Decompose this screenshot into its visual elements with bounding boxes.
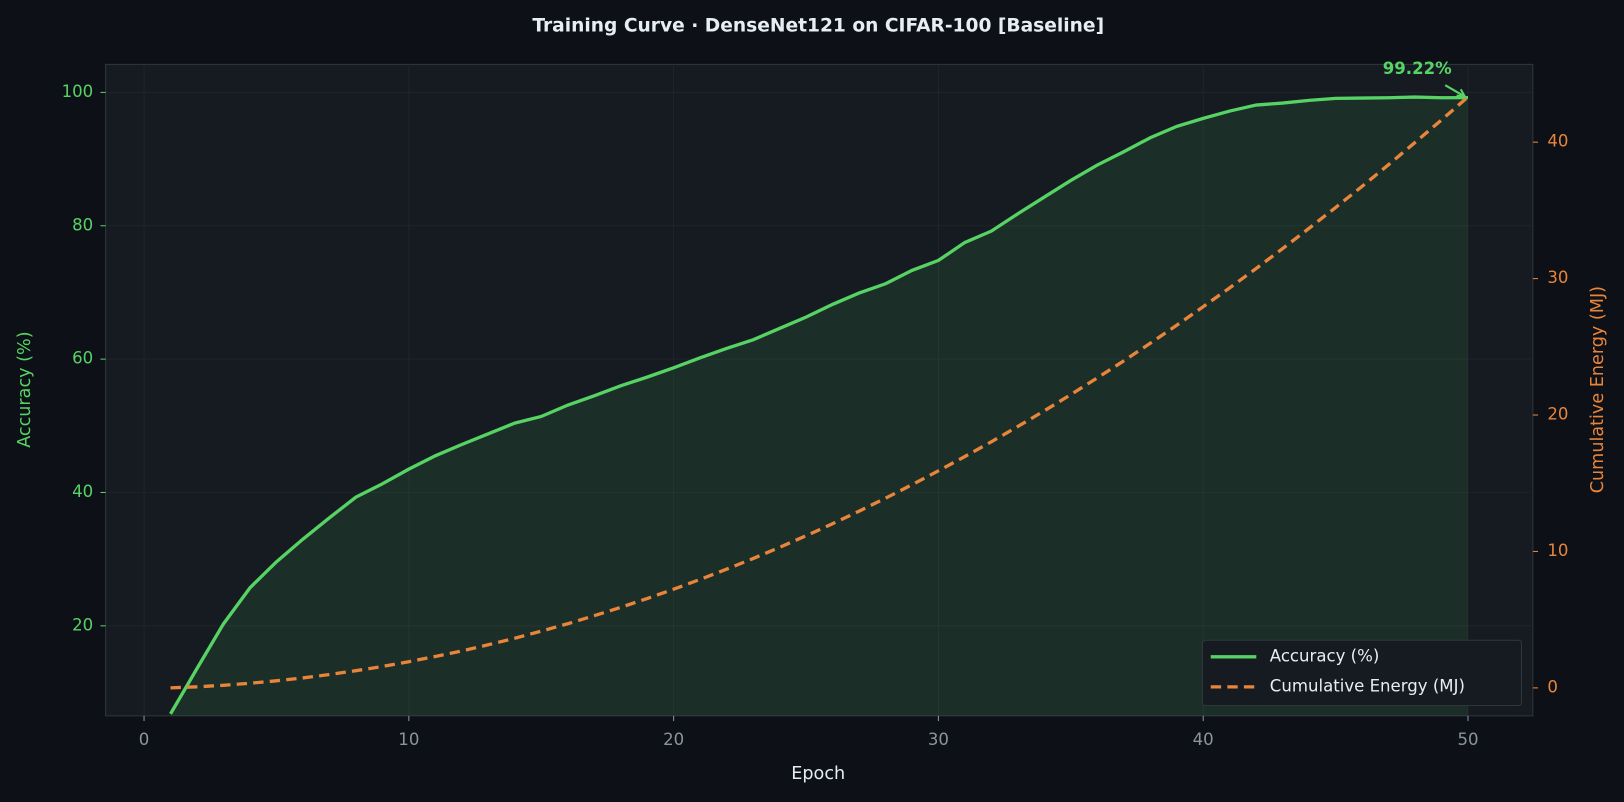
- x-tick-label: 0: [139, 730, 150, 749]
- chart-title: Training Curve · DenseNet121 on CIFAR-10…: [532, 16, 1104, 37]
- y-tick-label: 40: [72, 482, 93, 501]
- y-tick-label: 100: [62, 82, 94, 101]
- y-axis-label: Accuracy (%): [15, 331, 35, 447]
- line: [169, 95, 1468, 715]
- y-tick-label: 80: [72, 215, 93, 234]
- y2-tick-label: 20: [1547, 405, 1568, 424]
- area: [170, 97, 1468, 716]
- annotation-label: 99.22%: [1383, 59, 1452, 78]
- x-tick-label: 50: [1457, 730, 1478, 749]
- line: [170, 95, 1470, 690]
- x-tick-label: 30: [928, 730, 949, 749]
- legend-box: [1201, 639, 1522, 707]
- y2-tick-label: 0: [1547, 677, 1558, 696]
- y2-tick-label: 30: [1547, 268, 1568, 287]
- y-tick-label: 20: [72, 615, 93, 634]
- legend-label: Cumulative Energy (MJ): [1270, 676, 1465, 695]
- x-axis-label: Epoch: [791, 764, 845, 784]
- y2-tick-label: 40: [1547, 132, 1568, 151]
- y-tick-label: 60: [72, 349, 93, 368]
- y2-tick-label: 10: [1547, 541, 1568, 560]
- x-tick-label: 40: [1193, 730, 1214, 749]
- plot-area: [105, 63, 1534, 717]
- annotation-arrow: [1444, 84, 1467, 98]
- x-tick-label: 10: [398, 730, 419, 749]
- y2-axis-label: Cumulative Energy (MJ): [1588, 286, 1608, 493]
- legend-label: Accuracy (%): [1270, 646, 1380, 665]
- x-tick-label: 20: [663, 730, 684, 749]
